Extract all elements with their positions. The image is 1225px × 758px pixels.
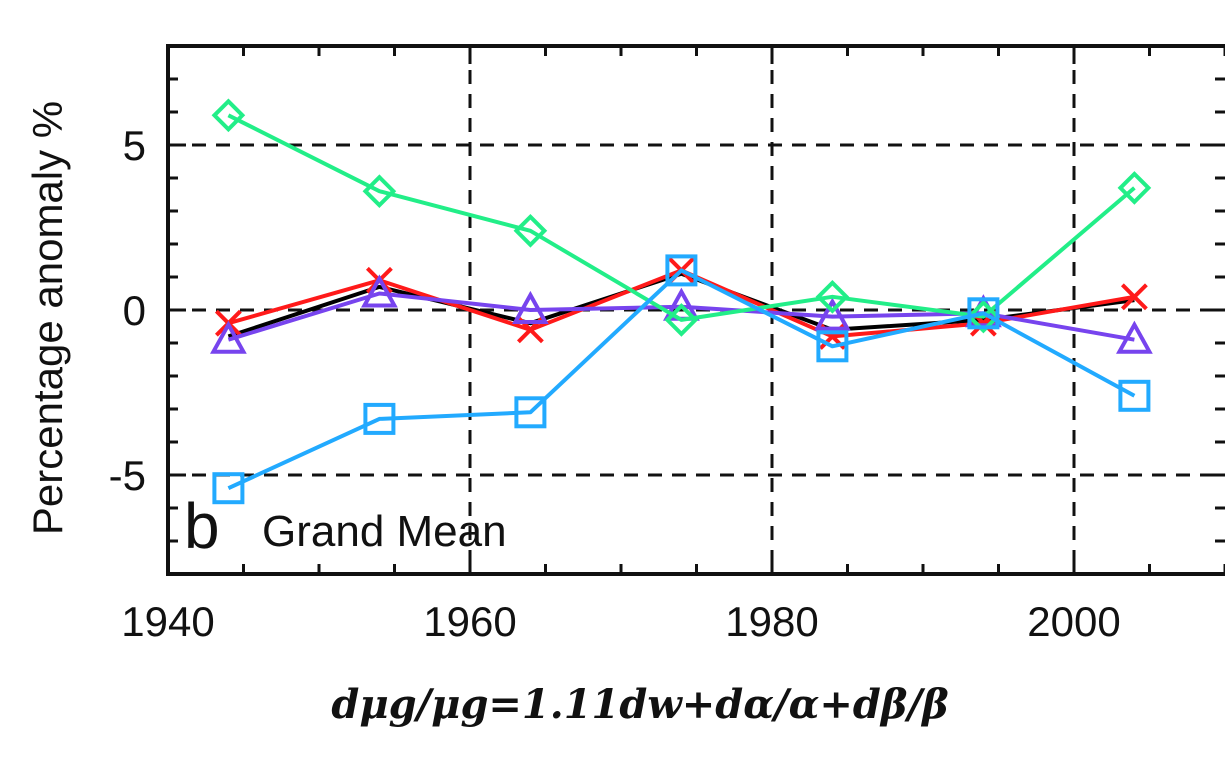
x-tick-label: 2000 bbox=[1027, 598, 1120, 645]
series-line bbox=[227, 268, 1136, 491]
y-axis-label: Percentage anomaly % bbox=[24, 101, 71, 535]
data-point bbox=[211, 98, 246, 133]
series-line bbox=[227, 113, 1136, 322]
data-point bbox=[665, 254, 698, 287]
data-point bbox=[967, 297, 1000, 330]
axis-ticks bbox=[166, 46, 1225, 574]
x-tick-label: 1980 bbox=[725, 598, 818, 645]
data-point bbox=[210, 320, 247, 354]
y-tick-label: 5 bbox=[123, 122, 146, 169]
data-point bbox=[362, 174, 397, 209]
data-point bbox=[1117, 171, 1152, 205]
data-point bbox=[966, 299, 1001, 334]
series-diamond bbox=[211, 98, 1152, 337]
data-point bbox=[361, 274, 398, 308]
series-square bbox=[212, 254, 1151, 505]
panel-letter: b bbox=[184, 490, 220, 562]
series-none bbox=[227, 271, 1135, 339]
data-point bbox=[1120, 283, 1148, 311]
tick-labels: 1940 1960 1980 2000 -5 0 5 bbox=[109, 122, 1121, 645]
data-point bbox=[212, 472, 245, 505]
data-point bbox=[664, 303, 699, 337]
series-layer bbox=[210, 98, 1153, 505]
data-point bbox=[814, 297, 851, 331]
data-point bbox=[514, 396, 547, 429]
data-point bbox=[1116, 320, 1153, 354]
y-tick-label: 0 bbox=[123, 287, 146, 334]
data-point bbox=[816, 330, 849, 363]
x-tick-label: 1940 bbox=[121, 598, 214, 645]
x-tick-label: 1960 bbox=[423, 598, 516, 645]
data-point bbox=[363, 402, 396, 435]
series-line bbox=[227, 271, 1135, 339]
x-axis-label: dμg/μg=1.11dw+dα/α+dβ/β bbox=[331, 681, 948, 728]
data-point bbox=[512, 290, 549, 324]
data-point bbox=[815, 279, 850, 314]
data-point bbox=[1118, 379, 1151, 412]
y-tick-label: -5 bbox=[109, 452, 146, 499]
panel-title: Grand Mean bbox=[262, 507, 507, 556]
data-point bbox=[513, 213, 548, 248]
